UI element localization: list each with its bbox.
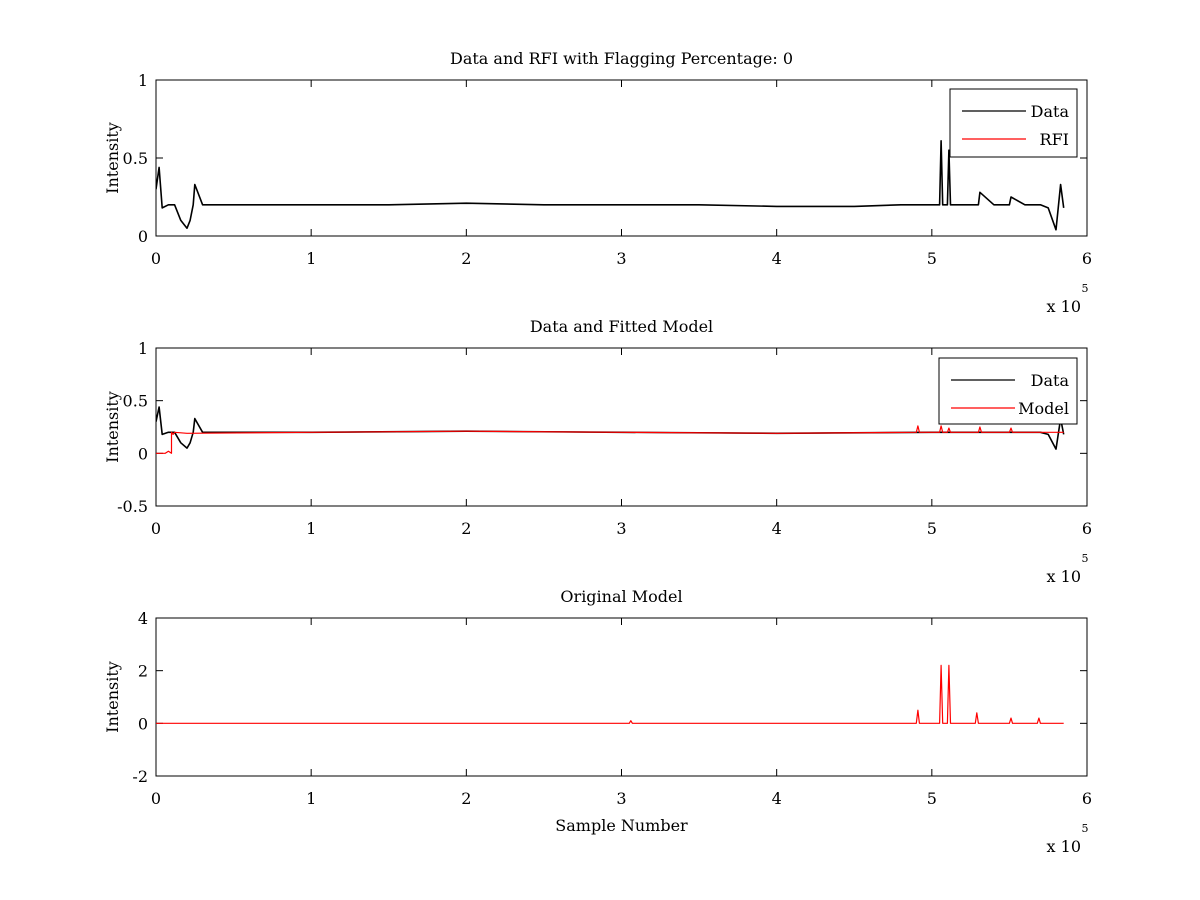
- x-tick-label: 6: [1082, 519, 1092, 538]
- x-tick-label: 2: [461, 789, 471, 808]
- x-exponent: x 105: [1047, 282, 1089, 316]
- series-line-model: [156, 425, 1064, 454]
- x-exponent-power: 5: [1082, 552, 1089, 565]
- series-group: [156, 406, 1065, 454]
- x-exponent: x 105: [1047, 822, 1089, 856]
- x-axis-label: Sample Number: [555, 816, 688, 835]
- legend-entry: Data: [1031, 102, 1070, 121]
- chart-title: Original Model: [560, 587, 682, 606]
- x-tick-label: 0: [151, 249, 161, 268]
- x-tick-label: 3: [616, 519, 626, 538]
- x-tick-label: 2: [461, 519, 471, 538]
- x-exponent: x 105: [1047, 552, 1089, 586]
- x-tick-label: 5: [927, 789, 937, 808]
- y-tick-label: 0: [138, 227, 148, 246]
- chart-title: Data and RFI with Flagging Percentage: 0: [450, 49, 793, 68]
- plot-area: [155, 347, 1088, 507]
- x-tick-label: 0: [151, 519, 161, 538]
- x-tick-label: 3: [616, 789, 626, 808]
- y-tick-label: 4: [138, 609, 148, 628]
- y-tick-label: -0.5: [117, 497, 148, 516]
- legend-entry: RFI: [1040, 130, 1069, 149]
- x-exponent-power: 5: [1082, 822, 1089, 835]
- y-tick-label: -2: [132, 767, 148, 786]
- x-exponent-power: 5: [1082, 282, 1089, 295]
- series-group: [156, 664, 1064, 724]
- y-tick-label: 2: [138, 662, 148, 681]
- series-line-data: [156, 140, 1065, 231]
- series-line-model: [156, 664, 1064, 724]
- x-tick-label: 4: [772, 519, 782, 538]
- legend-box: [938, 357, 1078, 425]
- x-tick-label: 1: [306, 789, 316, 808]
- y-axis-ticks: -0.5 0 0.5 1: [117, 339, 1087, 516]
- x-tick-label: 1: [306, 519, 316, 538]
- y-tick-label: 1: [138, 71, 148, 90]
- x-exponent-label: x 10: [1047, 567, 1081, 586]
- x-tick-label: 3: [616, 249, 626, 268]
- y-tick-label: 0: [138, 444, 148, 463]
- y-tick-label: 1: [138, 339, 148, 358]
- x-tick-label: 6: [1082, 249, 1092, 268]
- series-group: [156, 140, 1065, 231]
- x-tick-label: 5: [927, 519, 937, 538]
- y-axis-ticks: 00.51: [123, 71, 1087, 246]
- y-tick-label: 0: [138, 714, 148, 733]
- x-exponent-label: x 10: [1047, 297, 1081, 316]
- y-axis-label: Intensity: [103, 661, 122, 733]
- x-tick-label: 4: [772, 249, 782, 268]
- y-tick-label: 0.5: [123, 392, 148, 411]
- plot-area: [155, 79, 1088, 237]
- legend: Data Model: [938, 357, 1078, 425]
- y-axis-ticks: -2 0 2 4: [132, 609, 1087, 786]
- legend: Data RFI: [949, 88, 1078, 158]
- y-axis-label: Intensity: [103, 391, 122, 463]
- legend-box: [949, 88, 1078, 158]
- x-tick-label: 0: [151, 789, 161, 808]
- x-tick-label: 2: [461, 249, 471, 268]
- x-tick-label: 6: [1082, 789, 1092, 808]
- x-tick-label: 5: [927, 249, 937, 268]
- y-tick-label: 0.5: [123, 149, 148, 168]
- legend-entry: Model: [1018, 399, 1069, 418]
- x-axis-ticks: 0 1 2 3 4 5 6: [151, 348, 1092, 538]
- y-axis-label: Intensity: [103, 122, 122, 194]
- x-axis-ticks: 0 1 2 3 4 5 6: [151, 80, 1092, 268]
- legend-entry: Data: [1031, 371, 1070, 390]
- chart-title: Data and Fitted Model: [530, 317, 713, 336]
- x-tick-label: 1: [306, 249, 316, 268]
- x-tick-label: 4: [772, 789, 782, 808]
- plot-area: [155, 617, 1088, 777]
- x-exponent-label: x 10: [1047, 837, 1081, 856]
- x-axis-ticks: 0 1 2 3 4 5 6: [151, 618, 1092, 808]
